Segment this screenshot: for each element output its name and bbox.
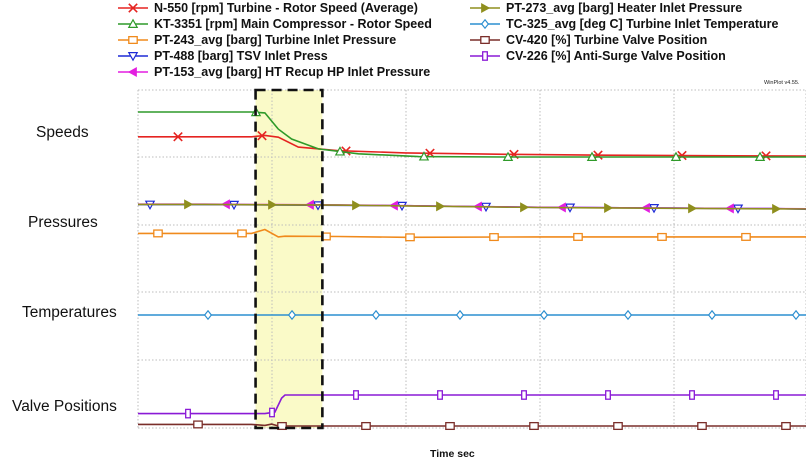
series-6-marker-4 <box>539 309 549 321</box>
legend-label-1: KT-3351 [rpm] Main Compressor - Rotor Sp… <box>154 17 432 31</box>
legend-item-1: KT-3351 [rpm] Main Compressor - Rotor Sp… <box>118 16 432 32</box>
series-7-marker-2 <box>361 421 371 431</box>
series-0 <box>138 130 806 161</box>
legend-item-7: CV-420 [%] Turbine Valve Position <box>470 32 707 48</box>
series-line-2 <box>138 228 806 239</box>
series-2-marker-7 <box>741 232 751 241</box>
series-5-marker-4 <box>520 202 530 213</box>
highlight-region <box>255 90 323 428</box>
band-label-1: Pressures <box>28 214 98 231</box>
series-7 <box>138 420 806 431</box>
series-2-marker-5 <box>573 232 583 241</box>
series-line-0 <box>138 134 806 157</box>
grid <box>137 89 806 429</box>
series-5-marker-6 <box>688 203 698 214</box>
series-2-marker-6 <box>657 232 667 241</box>
legend-label-8: CV-226 [%] Anti-Surge Valve Position <box>506 49 726 63</box>
legend-label-6: TC-325_avg [deg C] Turbine Inlet Tempera… <box>506 17 779 31</box>
legend-item-4: PT-153_avg [barg] HT Recup HP Inlet Pres… <box>118 64 430 80</box>
series-7-marker-5 <box>613 421 623 431</box>
series-5-marker-0 <box>184 199 194 210</box>
series-7-marker-1 <box>277 421 287 431</box>
legend-swatch-3 <box>118 52 148 62</box>
band-label-3: Valve Positions <box>12 398 117 415</box>
legend-swatch-2 <box>118 35 148 45</box>
legend-swatch-1 <box>118 18 148 28</box>
series-8-marker-5 <box>605 390 611 400</box>
series-6-marker-5 <box>623 309 633 321</box>
series-line-1 <box>138 111 806 158</box>
series-7-marker-4 <box>529 421 539 431</box>
series-5-marker-3 <box>436 201 446 212</box>
series-2 <box>138 228 806 242</box>
legend-swatch-5 <box>470 2 500 14</box>
legend-swatch-8 <box>470 51 500 61</box>
series-7-marker-6 <box>697 421 707 431</box>
series-1-marker-4 <box>586 151 598 161</box>
series-1-marker-1 <box>334 146 346 156</box>
series-8-marker-0 <box>185 408 191 419</box>
legend-label-5: PT-273_avg [barg] Heater Inlet Pressure <box>506 1 743 15</box>
series-6-marker-1 <box>287 309 297 321</box>
x-axis-label: Time sec <box>430 448 475 460</box>
series-8-marker-2 <box>353 390 359 400</box>
legend-label-2: PT-243_avg [barg] Turbine Inlet Pressure <box>154 33 397 47</box>
series-6-marker-6 <box>707 309 717 321</box>
legend-swatch-4 <box>118 66 148 78</box>
series-5-marker-1 <box>268 199 278 210</box>
series-5-marker-5 <box>604 202 614 213</box>
series-7-marker-7 <box>781 421 791 431</box>
legend-item-2: PT-243_avg [barg] Turbine Inlet Pressure <box>118 32 396 48</box>
highlight-box <box>254 88 324 430</box>
series-line-5 <box>138 203 806 210</box>
series-0-marker-1 <box>257 130 267 141</box>
series-8-marker-6 <box>689 390 695 400</box>
legend-item-8: CV-226 [%] Anti-Surge Valve Position <box>470 48 726 64</box>
series-8-marker-3 <box>437 390 443 400</box>
series-2-marker-1 <box>237 229 247 238</box>
legend-item-3: PT-488 [barg] TSV Inlet Press <box>118 48 328 64</box>
legend-item-6: TC-325_avg [deg C] Turbine Inlet Tempera… <box>470 16 779 32</box>
legend: N-550 [rpm] Turbine - Rotor Speed (Avera… <box>0 0 806 84</box>
series-7-marker-0 <box>193 420 203 429</box>
legend-label-4: PT-153_avg [barg] HT Recup HP Inlet Pres… <box>154 65 431 79</box>
legend-label-7: CV-420 [%] Turbine Valve Position <box>506 33 708 47</box>
series-6-marker-2 <box>371 309 381 321</box>
series-1-marker-5 <box>670 151 682 161</box>
series-0-marker-0 <box>173 131 183 142</box>
legend-swatch-6 <box>470 18 500 30</box>
legend-item-0: N-550 [rpm] Turbine - Rotor Speed (Avera… <box>118 0 418 16</box>
series-line-8 <box>138 394 806 415</box>
series-7-marker-3 <box>445 421 455 431</box>
series-2-marker-3 <box>405 233 415 242</box>
series-5 <box>138 199 806 214</box>
series-2-marker-4 <box>489 233 499 242</box>
series-1-marker-3 <box>502 151 514 161</box>
band-label-2: Temperatures <box>22 304 117 321</box>
series-6-marker-3 <box>455 309 465 321</box>
series-8 <box>138 390 806 419</box>
series-8-marker-1 <box>269 407 275 418</box>
series-2-marker-0 <box>153 229 163 238</box>
legend-item-5: PT-273_avg [barg] Heater Inlet Pressure <box>470 0 742 16</box>
series-6-marker-0 <box>203 309 213 321</box>
series-1 <box>138 106 806 161</box>
series-1-marker-6 <box>754 151 766 161</box>
legend-label-0: N-550 [rpm] Turbine - Rotor Speed (Avera… <box>154 1 418 15</box>
watermark: WinPlot v4.55. <box>764 80 800 86</box>
series-6 <box>138 309 806 321</box>
series-5-marker-2 <box>352 200 362 211</box>
legend-label-3: PT-488 [barg] TSV Inlet Press <box>154 49 328 63</box>
band-label-0: Speeds <box>36 124 89 141</box>
legend-swatch-7 <box>470 35 500 45</box>
series-8-marker-7 <box>773 390 779 400</box>
legend-swatch-0 <box>118 3 148 13</box>
series-1-marker-2 <box>418 151 430 161</box>
series-5-marker-7 <box>772 203 782 214</box>
series-6-marker-7 <box>791 309 801 321</box>
series-8-marker-4 <box>521 390 527 400</box>
